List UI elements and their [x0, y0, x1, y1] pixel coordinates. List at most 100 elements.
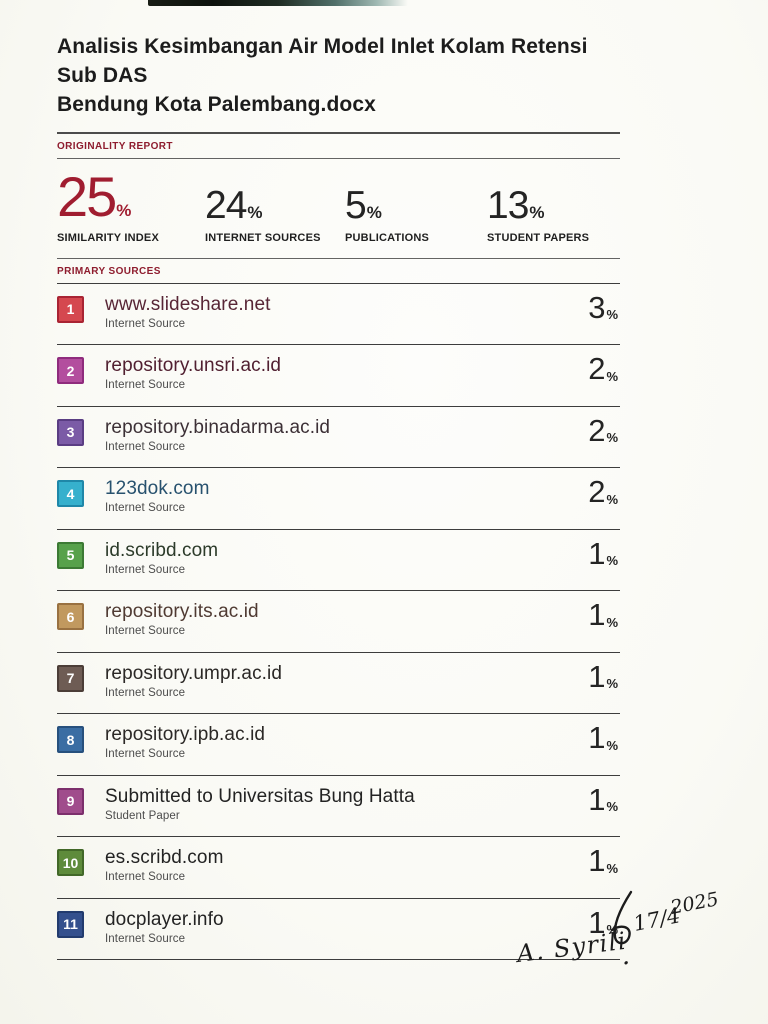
divider-above-primary-sources — [57, 257, 620, 259]
source-number-badge: 7 — [57, 664, 84, 692]
source-name: 123dok.com — [105, 478, 210, 500]
source-percent-value: 1 — [588, 597, 606, 633]
similarity-index-value: 25% — [57, 168, 205, 225]
publications-value: 5% — [345, 186, 487, 225]
source-name: repository.umpr.ac.id — [105, 662, 283, 684]
source-number-badge: 6 — [57, 603, 84, 631]
signature-year: 2025 — [668, 888, 721, 919]
source-info: repository.ipb.ac.id Internet Source — [105, 724, 265, 760]
publications-unit: % — [366, 202, 382, 222]
divider-under-originality-label — [57, 157, 620, 159]
source-info: id.scribd.com Internet Source — [105, 540, 218, 576]
student-papers-unit: % — [529, 202, 545, 222]
source-row: 4 123dok.com Internet Source 2 % — [57, 468, 620, 530]
publications-number: 5 — [345, 183, 367, 227]
source-number: 7 — [66, 670, 75, 687]
primary-sources-label: PRIMARY SOURCES — [57, 265, 161, 277]
source-percent: 1 % — [588, 723, 620, 753]
source-type: Internet Source — [105, 317, 186, 330]
signature-drawing: 17/4 2025 A. Syrili . — [513, 888, 721, 971]
source-info: es.scribd.com Internet Source — [105, 847, 224, 883]
source-number: 5 — [66, 547, 75, 564]
source-row: 11 docplayer.info Internet Source 1 % — [57, 899, 620, 961]
originality-stats-row: 25% SIMILARITY INDEX 24% INTERNET SOURCE… — [57, 159, 620, 258]
source-percent-value: 2 — [588, 351, 606, 387]
source-info: repository.its.ac.id Internet Source — [105, 601, 259, 637]
source-number-badge: 5 — [57, 541, 84, 569]
source-info: docplayer.info Internet Source — [105, 909, 224, 945]
source-name: www.slideshare.net — [105, 293, 271, 315]
source-percent-value: 1 — [588, 843, 606, 879]
source-number: 10 — [62, 854, 79, 871]
source-number-badge: 3 — [57, 418, 84, 446]
source-name: Submitted to Universitas Bung Hatta — [105, 785, 415, 807]
internet-sources-value: 24% — [205, 186, 345, 225]
document-title-line-2: Bendung Kota Palembang.docx — [57, 92, 376, 116]
source-type: Internet Source — [105, 379, 186, 392]
source-number-badge: 1 — [57, 295, 84, 323]
source-type: Internet Source — [105, 871, 186, 884]
student-papers-value: 13% — [487, 186, 589, 225]
publications-label: PUBLICATIONS — [345, 231, 430, 244]
source-percent: 2 % — [588, 412, 620, 448]
source-name: es.scribd.com — [105, 847, 224, 869]
source-row: 6 repository.its.ac.id Internet Source 1… — [57, 591, 620, 653]
source-percent-value: 1 — [588, 535, 606, 571]
source-number-badge: 10 — [57, 849, 84, 877]
source-number: 11 — [63, 916, 78, 933]
source-type: Student Paper — [105, 809, 180, 822]
handwritten-signature: 17/4 2025 A. Syrili . — [500, 888, 725, 988]
source-percent-unit: % — [606, 307, 618, 323]
divider-under-title — [57, 131, 620, 134]
source-number: 8 — [66, 731, 75, 748]
source-percent: 1 % — [588, 535, 620, 571]
source-number-badge: 2 — [57, 357, 84, 385]
sources-list: 1 www.slideshare.net Internet Source 3 %… — [57, 282, 620, 961]
source-percent: 3 % — [588, 292, 620, 323]
stat-similarity-index: 25% SIMILARITY INDEX — [57, 168, 205, 244]
source-percent: 1 % — [588, 597, 620, 633]
source-percent-value: 1 — [588, 904, 606, 940]
source-row: 1 www.slideshare.net Internet Source 3 % — [57, 284, 620, 346]
source-row: 7 repository.umpr.ac.id Internet Source … — [57, 653, 620, 715]
scanner-edge-artifact — [148, 0, 408, 6]
student-papers-label: STUDENT PAPERS — [487, 231, 590, 244]
source-percent-value: 2 — [588, 412, 606, 448]
source-row: 8 repository.ipb.ac.id Internet Source 1… — [57, 714, 620, 776]
source-type: Internet Source — [105, 625, 186, 638]
source-percent-unit: % — [606, 614, 618, 630]
source-percent-value: 1 — [588, 781, 606, 817]
source-percent-unit: % — [606, 737, 618, 753]
source-number: 6 — [66, 608, 75, 625]
source-number-badge: 11 — [57, 910, 84, 938]
source-info: www.slideshare.net Internet Source — [105, 294, 271, 330]
source-name: repository.binadarma.ac.id — [105, 416, 331, 438]
source-info: 123dok.com Internet Source — [105, 478, 210, 514]
source-type: Internet Source — [105, 932, 186, 945]
source-row: 10 es.scribd.com Internet Source 1 % — [57, 837, 620, 899]
source-percent: 2 % — [588, 351, 620, 387]
source-type: Internet Source — [105, 440, 186, 453]
source-type: Internet Source — [105, 686, 186, 699]
signature-name: A. Syrili — [513, 927, 628, 969]
internet-sources-unit: % — [247, 202, 263, 222]
similarity-index-label: SIMILARITY INDEX — [57, 231, 160, 244]
source-number: 1 — [66, 301, 75, 318]
source-percent-unit: % — [606, 860, 618, 876]
source-info: repository.umpr.ac.id Internet Source — [105, 663, 282, 699]
source-percent-unit: % — [606, 368, 618, 384]
source-percent-unit: % — [606, 491, 618, 507]
source-type: Internet Source — [105, 563, 186, 576]
source-number-badge: 9 — [57, 787, 84, 815]
source-row: 2 repository.unsri.ac.id Internet Source… — [57, 345, 620, 407]
internet-sources-number: 24 — [205, 183, 247, 227]
source-percent-value: 2 — [588, 474, 606, 510]
source-number: 3 — [66, 424, 75, 441]
source-percent-unit: % — [606, 553, 618, 569]
source-percent: 1 % — [588, 781, 620, 817]
signature-flourish — [610, 890, 633, 945]
source-percent: 1 % — [588, 843, 620, 879]
source-row: 3 repository.binadarma.ac.id Internet So… — [57, 407, 620, 469]
document-title-line-1: Analisis Kesimbangan Air Model Inlet Kol… — [57, 35, 588, 87]
